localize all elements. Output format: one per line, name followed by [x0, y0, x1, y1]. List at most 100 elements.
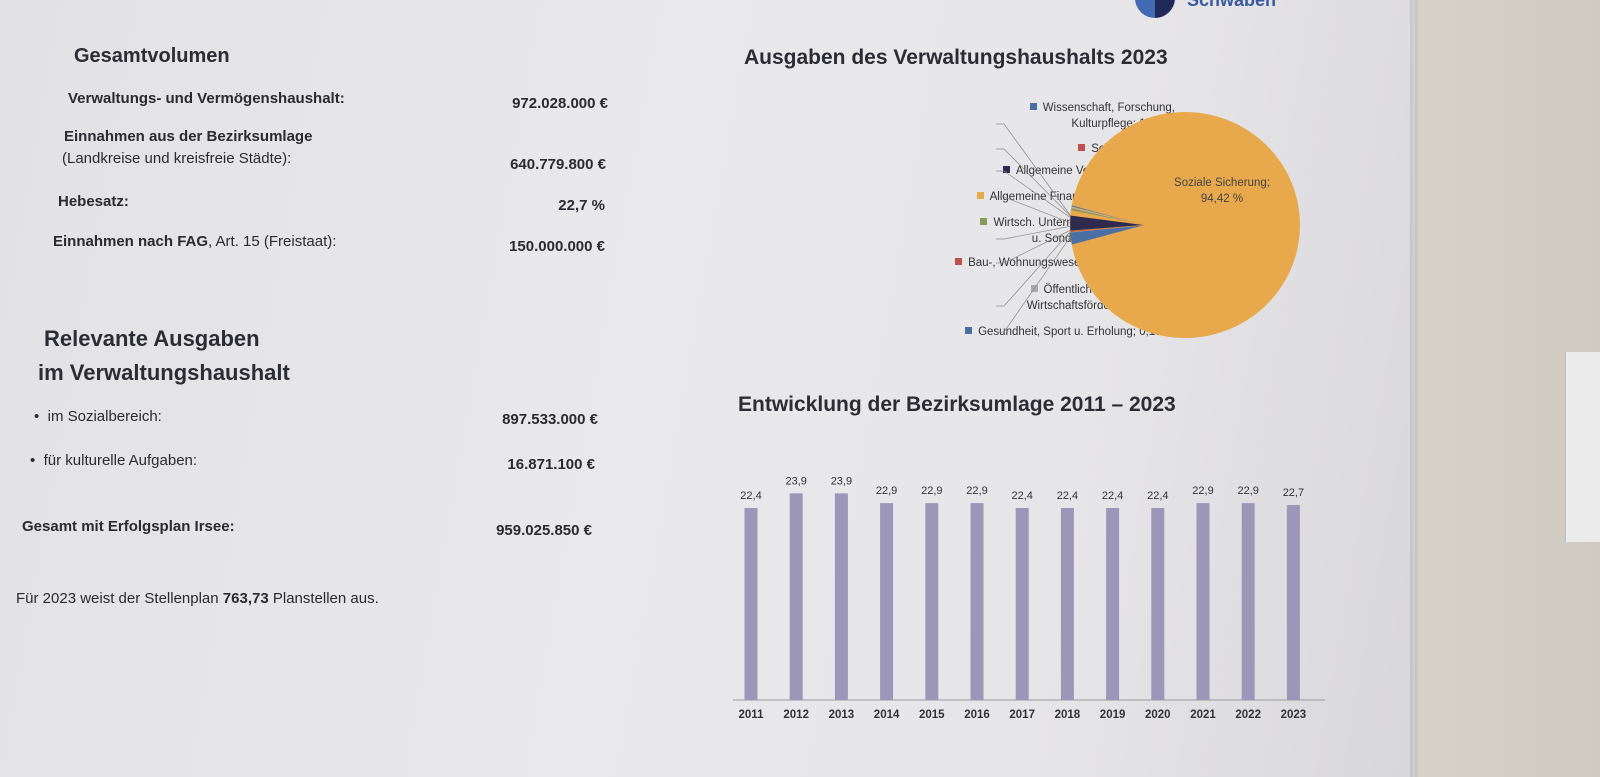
bullet-icon: •	[30, 452, 36, 469]
bar-value-label: 22,4	[1102, 490, 1123, 502]
bar-value-label: 22,4	[740, 490, 761, 502]
bar-category-label: 2011	[739, 709, 765, 721]
legend-swatch-icon	[955, 258, 963, 265]
row-label-1: Verwaltungs- und Vermögenshaushalt:	[68, 90, 345, 107]
ausgaben-heading-line2: im Verwaltungshaushalt	[38, 360, 290, 385]
bar-category-label: 2021	[1190, 709, 1216, 721]
pie-leader-line	[996, 148, 1076, 221]
pie-chart-title: Ausgaben des Verwaltungshaushalts 2023	[744, 46, 1168, 69]
bar-value-label: 22,9	[876, 485, 897, 497]
bar-category-label: 2012	[783, 709, 809, 721]
pie-slices	[1069, 111, 1300, 338]
pie-leader-line	[996, 196, 1074, 225]
stellenplan-note: Für 2023 weist der Stellenplan 763,73 Pl…	[16, 590, 379, 607]
pie-legend-label: Wissenschaft, Forschung,	[1029, 100, 1175, 116]
ausgaben-heading-line1: Relevante Ausgaben	[44, 326, 260, 351]
row-label-3: Hebesatz:	[58, 193, 129, 210]
bar-value-label: 22,4	[1147, 490, 1168, 502]
row-value-1: 972.028.000 €	[512, 95, 608, 112]
row-value-4: 150.000.000 €	[509, 238, 605, 255]
legend-swatch-icon	[965, 327, 973, 334]
bar-category-label: 2017	[1009, 709, 1035, 721]
bar-value-label: 23,9	[831, 475, 852, 487]
ausgaben-item-2-label: für kulturelle Aufgaben:	[43, 452, 198, 469]
pie-legend-label: Gesundheit, Sport u. Erholung; 0,18 %	[965, 324, 1175, 340]
logo-emblem-icon	[1135, 0, 1175, 18]
bar	[1286, 505, 1300, 700]
bar-value-label: 22,4	[1011, 490, 1032, 502]
row-value-3: 22,7 %	[558, 197, 605, 214]
ausgaben-item-1-value: 897.533.000 €	[502, 411, 598, 428]
bar	[1241, 503, 1255, 700]
bar-category-label: 2016	[964, 709, 990, 721]
row-value-2: 640.779.800 €	[510, 156, 606, 173]
bar-series: 22,4 2011 23,9 2012 23,9 2013 22,9 2014 22,9 2015…	[733, 475, 1325, 721]
bar	[789, 493, 803, 700]
adjacent-paper	[1565, 352, 1600, 542]
bar	[970, 503, 984, 700]
bar-category-label: 2015	[919, 709, 945, 721]
bar	[1015, 508, 1029, 700]
legend-swatch-icon	[976, 192, 984, 199]
bar-value-label: 22,9	[1192, 485, 1213, 497]
legend-swatch-icon	[980, 218, 988, 225]
bar-category-label: 2022	[1235, 709, 1261, 721]
note-suffix: Planstellen aus.	[268, 590, 379, 607]
pie-leader-line	[996, 123, 1074, 220]
row-label-4: Einnahmen nach FAG, Art. 15 (Freistaat):	[53, 233, 336, 250]
bar-value-label: 22,7	[1283, 487, 1304, 499]
pie-leader-line	[996, 225, 1076, 240]
pie-slice	[1071, 111, 1300, 338]
bar-category-label: 2020	[1145, 709, 1171, 721]
bar-category-label: 2018	[1055, 709, 1081, 721]
bar-chart: 22,4 2011 23,9 2012 23,9 2013 22,9 2014 22,9 2015…	[733, 475, 1325, 721]
pie-inner-label-line1: Soziale Sicherung;	[1174, 177, 1270, 189]
bar-category-label: 2019	[1100, 709, 1126, 721]
note-prefix: Für 2023 weist der Stellenplan	[16, 590, 223, 607]
bar-category-label: 2023	[1281, 709, 1307, 721]
note-number: 763,73	[222, 590, 269, 607]
bar-value-label: 22,9	[966, 485, 987, 497]
bezirk-logo: Schwaben	[1135, 0, 1295, 18]
page-edge-shadow	[1410, 0, 1418, 777]
row-label-2: Einnahmen aus der Bezirksumlage	[64, 128, 313, 145]
bar-value-label: 23,9	[785, 475, 806, 487]
pie-leader-lines	[996, 123, 1078, 333]
bar-category-label: 2014	[874, 709, 900, 721]
legend-swatch-icon	[1078, 144, 1086, 151]
bar-value-label: 22,4	[1057, 490, 1078, 502]
legend-swatch-icon	[1029, 103, 1037, 110]
bullet-icon: •	[34, 408, 40, 425]
bar-chart-title: Entwicklung der Bezirksumlage 2011 – 202…	[738, 393, 1176, 416]
ausgaben-item-1-label: im Sozialbereich:	[47, 408, 162, 425]
row-label-2b: (Landkreise und kreisfreie Städte):	[62, 150, 292, 167]
pie-chart: Soziale Sicherung; 94,42 %	[996, 111, 1300, 338]
total-label: Gesamt mit Erfolgsplan Irsee:	[22, 518, 235, 535]
bar	[834, 493, 848, 700]
bar-value-label: 22,9	[921, 485, 942, 497]
bar	[744, 508, 758, 700]
bar-value-label: 22,9	[1237, 485, 1258, 497]
bar	[880, 503, 894, 700]
pie-legend-entry: Gesundheit, Sport u. Erholung; 0,18 %	[965, 324, 1175, 340]
bar	[1196, 503, 1210, 700]
bar	[1106, 508, 1120, 700]
bar-category-label: 2013	[829, 709, 855, 721]
ausgaben-item-1: • im Sozialbereich:	[34, 408, 162, 425]
pie-inner-label-line2: 94,42 %	[1201, 193, 1243, 205]
bar	[925, 503, 939, 700]
pie-slice	[1071, 205, 1146, 226]
ausgaben-item-2-value: 16.871.100 €	[507, 456, 595, 473]
legend-swatch-icon	[1002, 166, 1010, 173]
bar	[1060, 508, 1074, 700]
bar	[1151, 508, 1165, 700]
gesamtvolumen-heading: Gesamtvolumen	[74, 45, 230, 67]
pie-leader-line	[996, 229, 1076, 333]
pie-leader-line	[996, 170, 1078, 223]
pie-leader-line	[996, 228, 1074, 307]
pie-leader-line	[996, 226, 1078, 264]
row-label-4-rest: , Art. 15 (Freistaat):	[208, 233, 337, 250]
row-label-4-bold: Einnahmen nach FAG	[53, 233, 209, 250]
logo-text: Schwaben	[1187, 0, 1277, 10]
total-value: 959.025.850 €	[496, 522, 592, 539]
